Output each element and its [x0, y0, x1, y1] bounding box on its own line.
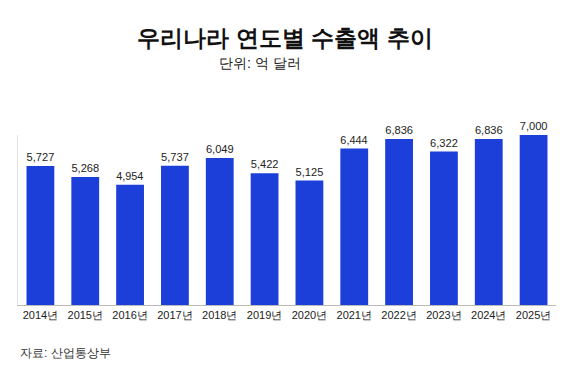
svg-text:2020년: 2020년: [292, 309, 327, 321]
svg-text:2017년: 2017년: [157, 309, 192, 321]
svg-text:2018년: 2018년: [202, 309, 237, 321]
svg-text:2022년: 2022년: [381, 309, 416, 321]
svg-text:2021년: 2021년: [337, 309, 372, 321]
svg-text:6,322: 6,322: [430, 137, 458, 149]
svg-text:5,422: 5,422: [251, 158, 279, 170]
svg-text:5,737: 5,737: [161, 151, 189, 163]
svg-text:2023년: 2023년: [426, 309, 461, 321]
svg-text:6,049: 6,049: [206, 143, 234, 155]
svg-text:단위: 억 달러: 단위: 억 달러: [219, 55, 301, 71]
svg-text:5,268: 5,268: [71, 162, 99, 174]
svg-text:2024년: 2024년: [471, 309, 506, 321]
svg-text:2019년: 2019년: [247, 309, 282, 321]
svg-text:5,125: 5,125: [296, 166, 324, 178]
svg-text:2016년: 2016년: [112, 309, 147, 321]
svg-text:4,954: 4,954: [116, 170, 143, 182]
svg-text:6,444: 6,444: [340, 134, 367, 146]
svg-text:5,727: 5,727: [27, 151, 55, 163]
svg-text:우리나라 연도별 수출액 추이: 우리나라 연도별 수출액 추이: [137, 25, 432, 51]
svg-text:2014년: 2014년: [23, 309, 58, 321]
svg-text:6,836: 6,836: [475, 124, 503, 136]
svg-text:2015년: 2015년: [68, 309, 103, 321]
svg-text:2025년: 2025년: [516, 309, 551, 321]
svg-text:7,000: 7,000: [520, 120, 548, 132]
svg-text:자료: 산업통상부: 자료: 산업통상부: [20, 346, 111, 360]
svg-text:6,836: 6,836: [385, 124, 413, 136]
